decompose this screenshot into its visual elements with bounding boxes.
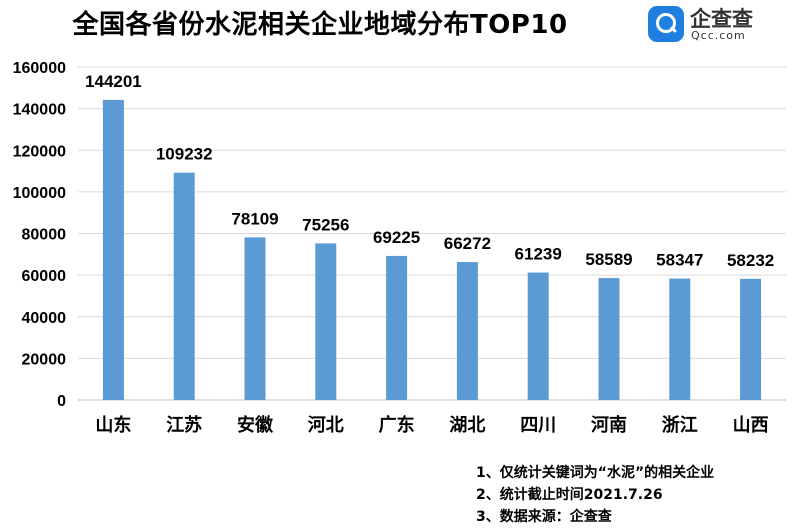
note-date: 2、统计截止时间2021.7.26 xyxy=(476,487,663,503)
x-tick-label: 四川 xyxy=(520,415,556,436)
y-tick-label: 100000 xyxy=(13,185,66,202)
y-tick-label: 0 xyxy=(57,393,66,410)
bars xyxy=(102,99,762,401)
data-label: 66272 xyxy=(444,234,491,253)
y-tick-label: 160000 xyxy=(13,60,66,77)
bar xyxy=(456,262,478,400)
y-tick-label: 120000 xyxy=(13,143,66,160)
data-label: 75256 xyxy=(302,215,349,234)
brand-name: 企查查 xyxy=(690,7,753,31)
bar xyxy=(315,243,337,400)
x-tick-label: 山东 xyxy=(95,414,131,436)
data-label: 58232 xyxy=(727,251,774,270)
bar xyxy=(173,172,195,400)
y-tick-label: 40000 xyxy=(22,310,67,327)
x-tick-label: 河南 xyxy=(591,414,627,436)
y-tick-label: 20000 xyxy=(22,351,67,368)
x-axis-ticks: 山东 江苏 安徽 河北 广东 湖北 四川 河南 浙江 山西 xyxy=(95,414,768,436)
y-axis-ticks: 0 20000 40000 60000 80000 100000 120000 140000 1… xyxy=(13,60,66,410)
note-scope: 1、仅统计关键词为“水泥”的相关企业 xyxy=(476,465,715,481)
x-tick-label: 湖北 xyxy=(449,415,485,436)
data-label: 78109 xyxy=(231,209,278,228)
bar xyxy=(386,255,408,400)
data-label: 61239 xyxy=(515,245,562,264)
data-label: 69225 xyxy=(373,228,420,247)
bar xyxy=(102,99,124,401)
note-source: 3、数据来源：企查查 xyxy=(476,509,612,525)
bar xyxy=(527,272,549,400)
qcc-magnifier-icon xyxy=(648,6,684,42)
bar xyxy=(669,278,691,400)
brand-logo: 企查查 Qcc.com xyxy=(648,4,798,44)
chart-title: 全国各省份水泥相关企业地域分布TOP10 xyxy=(72,10,568,40)
data-label: 144201 xyxy=(85,72,142,91)
bar xyxy=(244,237,266,400)
y-tick-label: 80000 xyxy=(22,227,67,244)
gridlines xyxy=(78,66,786,401)
x-tick-label: 山西 xyxy=(733,415,769,436)
y-tick-label: 60000 xyxy=(22,268,67,285)
bar xyxy=(740,278,762,400)
x-tick-label: 江苏 xyxy=(166,414,202,436)
data-label: 58347 xyxy=(656,251,703,270)
y-tick-label: 140000 xyxy=(13,102,66,119)
x-tick-label: 浙江 xyxy=(662,414,698,436)
data-labels: 144201 109232 78109 75256 69225 66272 61239 585… xyxy=(85,72,774,270)
data-label: 58589 xyxy=(585,250,632,269)
x-tick-label: 安徽 xyxy=(237,414,274,436)
data-label: 109232 xyxy=(156,145,213,164)
x-tick-label: 河北 xyxy=(308,415,344,436)
brand-domain: Qcc.com xyxy=(691,29,746,42)
bar xyxy=(598,278,620,400)
x-tick-label: 广东 xyxy=(379,414,415,436)
